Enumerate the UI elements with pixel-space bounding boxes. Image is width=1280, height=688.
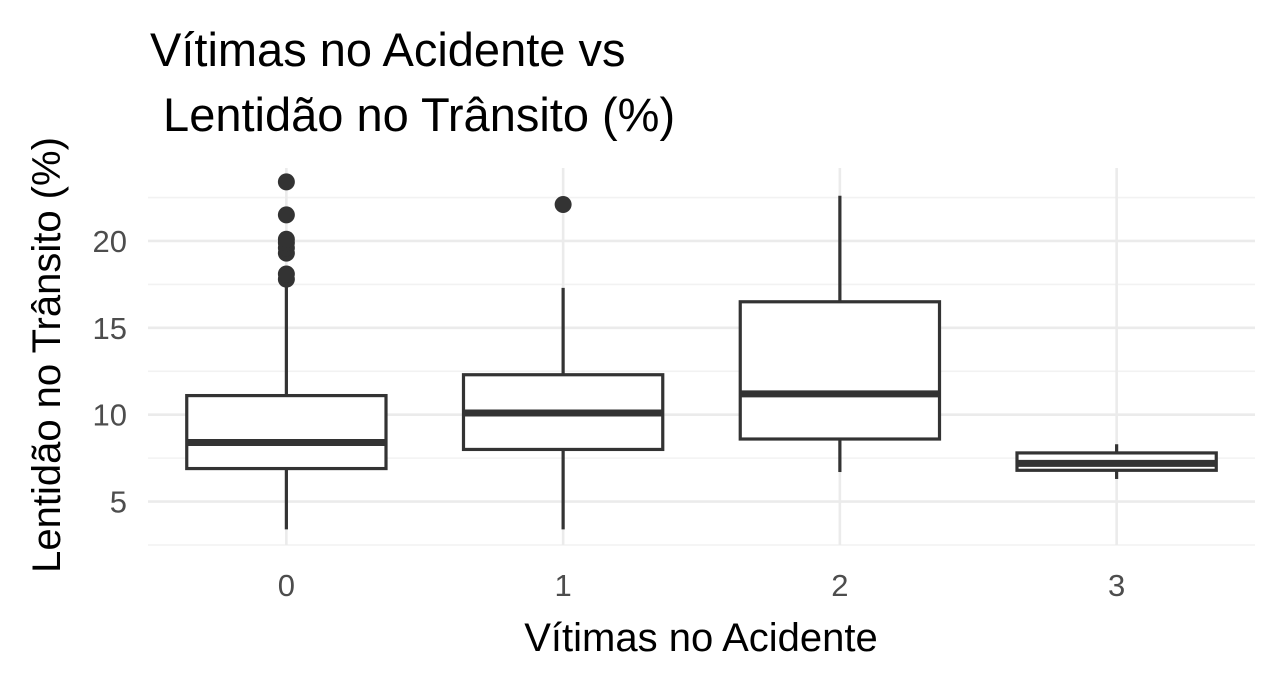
chart-title-line-2: Lentidão no Trânsito (%)	[150, 88, 675, 141]
x-axis-title: Vítimas no Acidente	[524, 616, 878, 660]
outlier-point	[277, 206, 295, 224]
grid-layer	[148, 168, 1255, 546]
y-tick-label: 20	[93, 224, 127, 259]
outlier-point	[277, 173, 295, 191]
box-iqr	[185, 393, 388, 471]
x-tick-label: 0	[278, 568, 295, 603]
box-layer	[185, 173, 1218, 530]
y-tick-label: 5	[110, 485, 127, 520]
x-tick-label: 3	[1108, 568, 1125, 603]
box-iqr	[738, 300, 942, 441]
box-group-2	[738, 195, 942, 473]
x-tick-label: 2	[831, 568, 848, 603]
box-group-1	[461, 195, 665, 530]
outlier-point	[277, 230, 295, 248]
box-group-0	[185, 173, 388, 530]
y-tick-label: 10	[93, 398, 127, 433]
outlier-point	[554, 195, 572, 213]
y-axis-title: Lentidão no Trânsito (%)	[25, 137, 69, 573]
chart-title-line-1: Vítimas no Acidente vs	[150, 23, 625, 76]
y-tick-label: 15	[93, 311, 127, 346]
tick-layer: 5 10 15 20 0 1 2 3	[93, 224, 1126, 603]
x-tick-label: 1	[555, 568, 572, 603]
outlier-point	[277, 265, 295, 283]
box-group-3	[1015, 444, 1218, 479]
